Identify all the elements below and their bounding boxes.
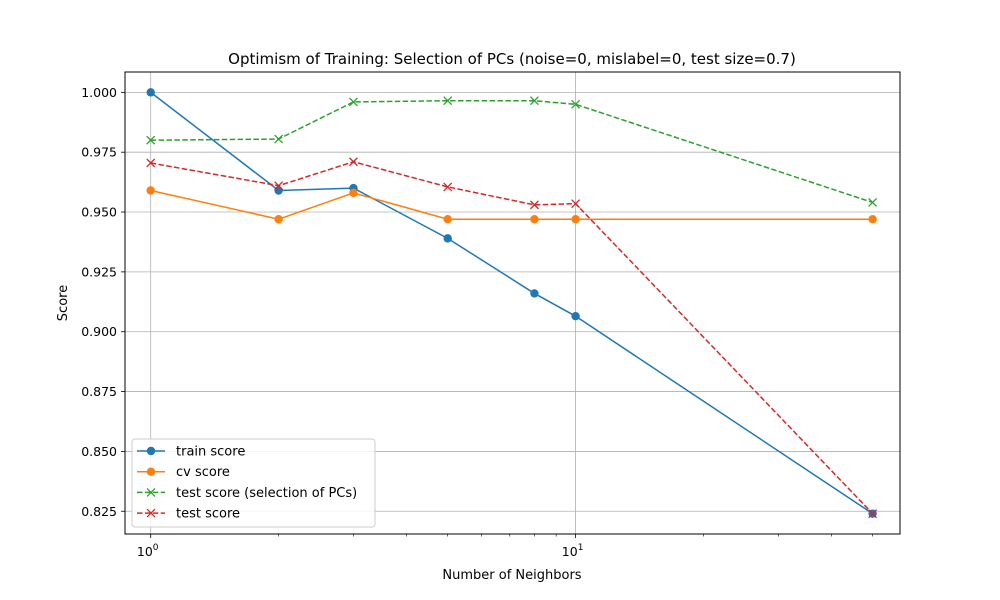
legend-label: test score — [176, 507, 240, 522]
data-point — [274, 186, 283, 195]
data-point — [529, 96, 539, 106]
data-point — [443, 234, 452, 243]
data-point — [443, 96, 453, 106]
legend-label: test score (selection of PCs) — [176, 486, 357, 501]
data-point — [529, 200, 539, 210]
x-tick-label: 101 — [562, 543, 584, 559]
legend: train score cv score test score (selection… — [131, 438, 376, 528]
data-point — [571, 215, 580, 224]
data-point — [868, 509, 878, 519]
series-layer — [146, 88, 878, 519]
y-tick-label: 0.875 — [81, 384, 117, 399]
data-point — [146, 158, 156, 168]
legend-marker — [146, 467, 156, 476]
data-point — [274, 215, 283, 224]
y-axis-label: Score — [56, 285, 71, 321]
data-point — [348, 157, 358, 167]
data-point — [146, 135, 156, 145]
x-axis-label: Number of Neighbors — [442, 568, 581, 583]
data-point — [348, 97, 358, 107]
data-point — [868, 198, 878, 207]
data-point — [868, 215, 877, 224]
y-tick-label: 0.825 — [81, 504, 117, 519]
legend-label: train score — [176, 445, 245, 460]
chart-title: Optimism of Training: Selection of PCs (… — [228, 50, 796, 68]
data-point — [274, 181, 284, 191]
y-tick-label: 0.975 — [81, 145, 117, 160]
legend-box — [131, 438, 376, 528]
data-point — [443, 182, 453, 192]
data-point — [571, 311, 580, 321]
data-point — [146, 186, 155, 195]
grid — [125, 72, 900, 534]
y-tick-label: 0.950 — [81, 205, 117, 220]
data-point — [146, 88, 155, 97]
x-tick-label: 100 — [137, 543, 159, 559]
data-point — [571, 199, 581, 209]
legend-marker — [146, 446, 156, 456]
data-point — [571, 99, 581, 109]
y-tick-label: 0.850 — [81, 444, 117, 459]
plot-frame — [124, 71, 901, 535]
data-point — [274, 134, 284, 144]
axis-ticks: 0.825 0.850 0.875 0.900 0.925 0.950 0.975 1.000… — [81, 85, 583, 559]
y-tick-label: 0.900 — [81, 324, 117, 339]
legend-label: cv score — [176, 465, 230, 480]
legend-marker — [146, 487, 156, 497]
data-point — [530, 289, 539, 298]
data-point — [530, 215, 539, 224]
y-tick-label: 0.925 — [81, 264, 117, 279]
legend-marker — [146, 508, 156, 518]
data-point — [349, 188, 358, 198]
y-tick-label: 1.000 — [81, 85, 117, 100]
data-point — [443, 215, 452, 224]
